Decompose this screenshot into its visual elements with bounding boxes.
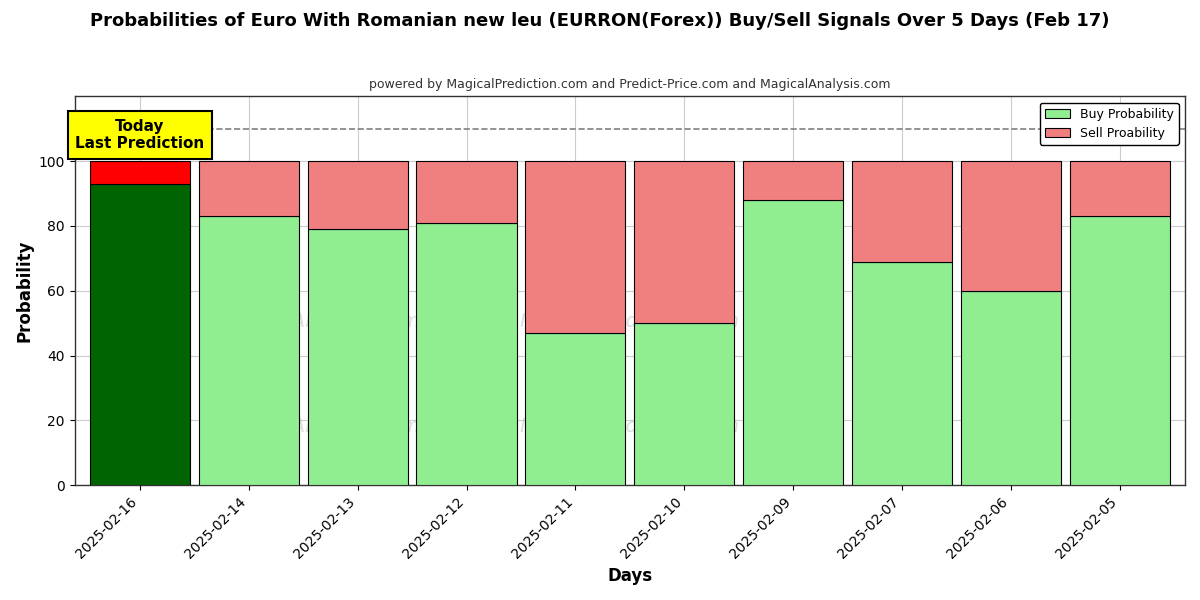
Bar — [307, 161, 408, 229]
X-axis label: Days: Days — [607, 567, 653, 585]
Bar — [199, 161, 299, 216]
Bar — [90, 184, 190, 485]
Bar — [634, 161, 734, 323]
Bar — [1069, 161, 1170, 216]
Y-axis label: Probability: Probability — [16, 239, 34, 342]
Bar — [852, 161, 952, 262]
Legend: Buy Probability, Sell Proability: Buy Probability, Sell Proability — [1040, 103, 1178, 145]
Text: MagicalPrediction.com: MagicalPrediction.com — [520, 313, 740, 331]
Text: MagicalAnalysis.com: MagicalAnalysis.com — [217, 418, 420, 436]
Bar — [634, 323, 734, 485]
Bar — [416, 161, 517, 223]
Title: powered by MagicalPrediction.com and Predict-Price.com and MagicalAnalysis.com: powered by MagicalPrediction.com and Pre… — [370, 78, 890, 91]
Bar — [90, 161, 190, 184]
Bar — [961, 291, 1061, 485]
Bar — [743, 200, 844, 485]
Bar — [199, 216, 299, 485]
Text: MagicalPrediction.com: MagicalPrediction.com — [520, 418, 740, 436]
Bar — [961, 161, 1061, 291]
Text: Probabilities of Euro With Romanian new leu (EURRON(Forex)) Buy/Sell Signals Ove: Probabilities of Euro With Romanian new … — [90, 12, 1110, 30]
Bar — [852, 262, 952, 485]
Bar — [526, 333, 625, 485]
Text: Today
Last Prediction: Today Last Prediction — [76, 119, 204, 151]
Bar — [743, 161, 844, 200]
Bar — [416, 223, 517, 485]
Bar — [307, 229, 408, 485]
Bar — [526, 161, 625, 333]
Text: MagicalAnalysis.com: MagicalAnalysis.com — [217, 313, 420, 331]
Bar — [1069, 216, 1170, 485]
